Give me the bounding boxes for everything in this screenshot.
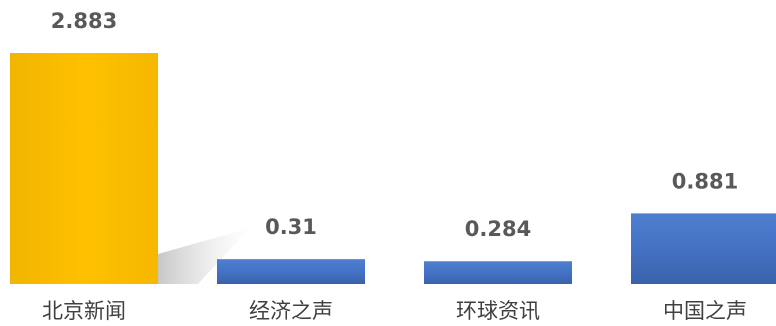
bar-2 [217, 259, 365, 284]
category-label-2: 经济之声 [249, 299, 333, 323]
value-label-4: 0.881 [672, 169, 738, 193]
category-label-3: 环球资讯 [456, 299, 540, 323]
bar-1 [10, 53, 158, 284]
value-label-3: 0.284 [465, 217, 531, 241]
category-labels-group: 北京新闻 经济之声 环球资讯 中国之声 [42, 299, 747, 323]
bar-shadows [158, 228, 250, 284]
category-label-4: 中国之声 [663, 299, 747, 323]
value-label-1: 2.883 [51, 9, 117, 33]
bar-3 [424, 261, 572, 284]
value-labels-group: 2.883 0.31 0.284 0.881 [51, 9, 738, 241]
category-label-1: 北京新闻 [42, 299, 126, 323]
value-label-2: 0.31 [265, 215, 317, 239]
bar-shadow [158, 228, 250, 284]
bars-group [10, 53, 776, 284]
bar-4 [631, 213, 776, 284]
